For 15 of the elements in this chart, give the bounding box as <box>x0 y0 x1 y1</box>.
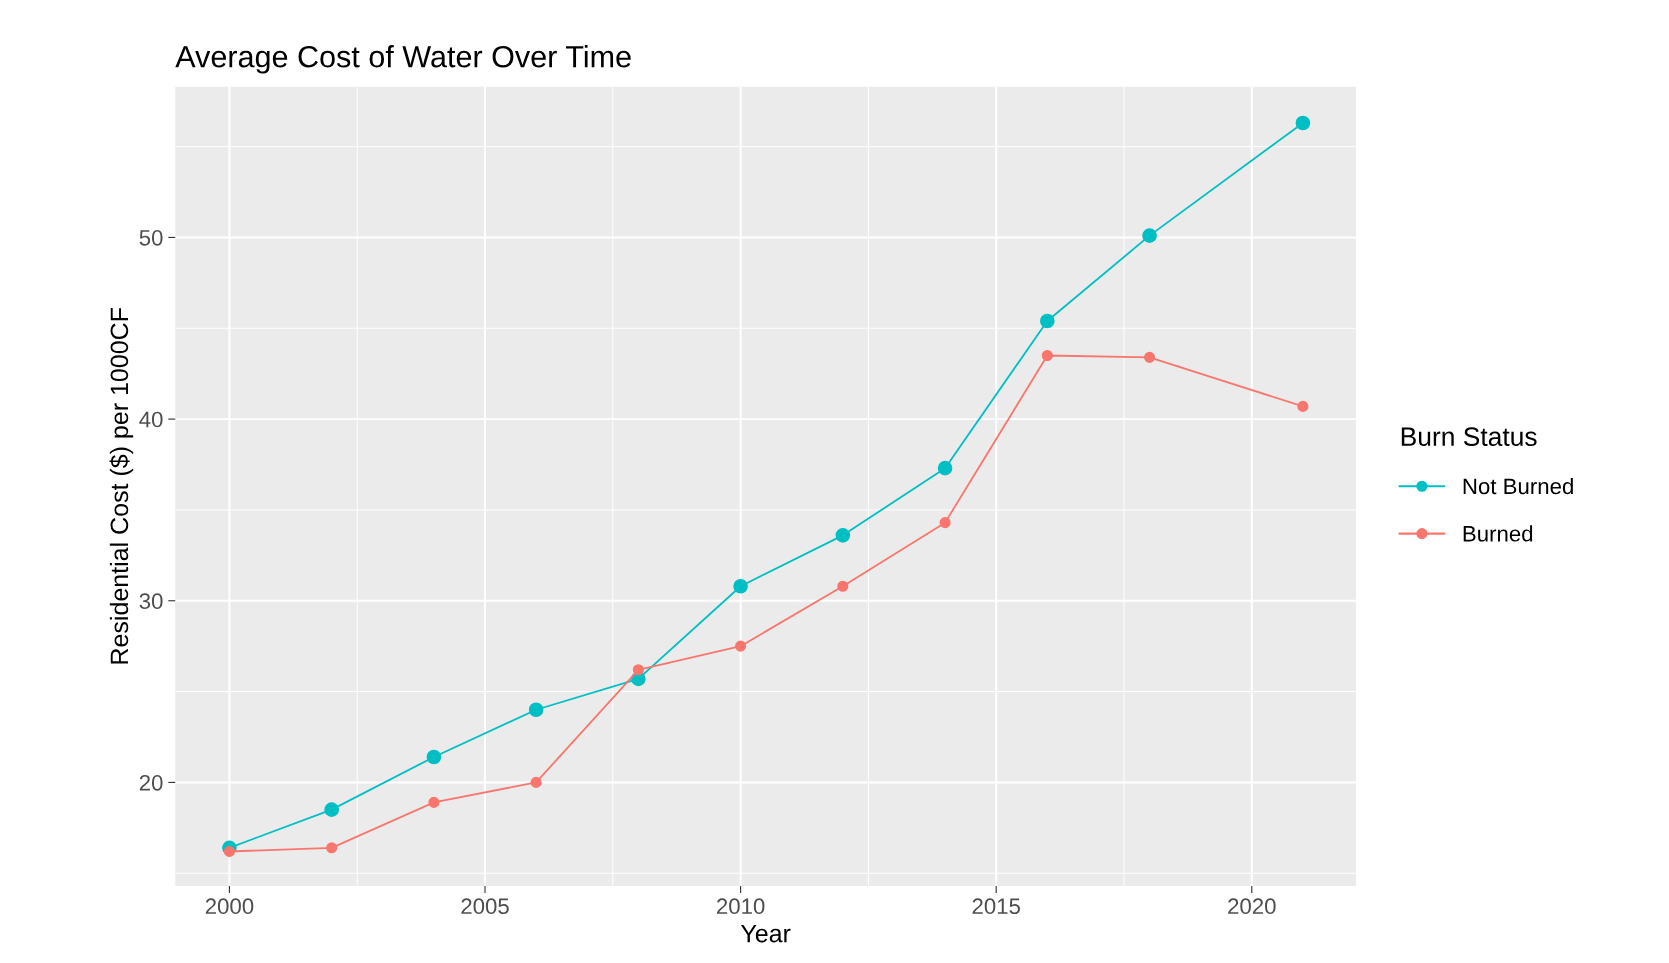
y-axis-title: Residential Cost ($) per 1000CF <box>109 308 134 664</box>
x-tick-label: 2005 <box>461 898 509 915</box>
y-tick-label: 50 <box>139 229 163 246</box>
x-tick-label: 2020 <box>1228 898 1276 915</box>
chart-title: Average Cost of Water Over Time <box>175 45 631 74</box>
x-tick-label: 2010 <box>717 898 765 915</box>
y-tick-label: 40 <box>139 411 163 428</box>
x-axis-title: Year <box>740 924 791 943</box>
legend-title: Burn Status <box>1401 427 1537 447</box>
y-tick-label: 20 <box>139 774 163 791</box>
x-tick-label: 2000 <box>205 898 254 915</box>
x-tick-label: 2015 <box>972 898 1020 915</box>
legend-label: Burned <box>1463 525 1533 542</box>
y-tick-label: 30 <box>139 593 163 610</box>
legend-label: Not Burned <box>1463 477 1573 495</box>
